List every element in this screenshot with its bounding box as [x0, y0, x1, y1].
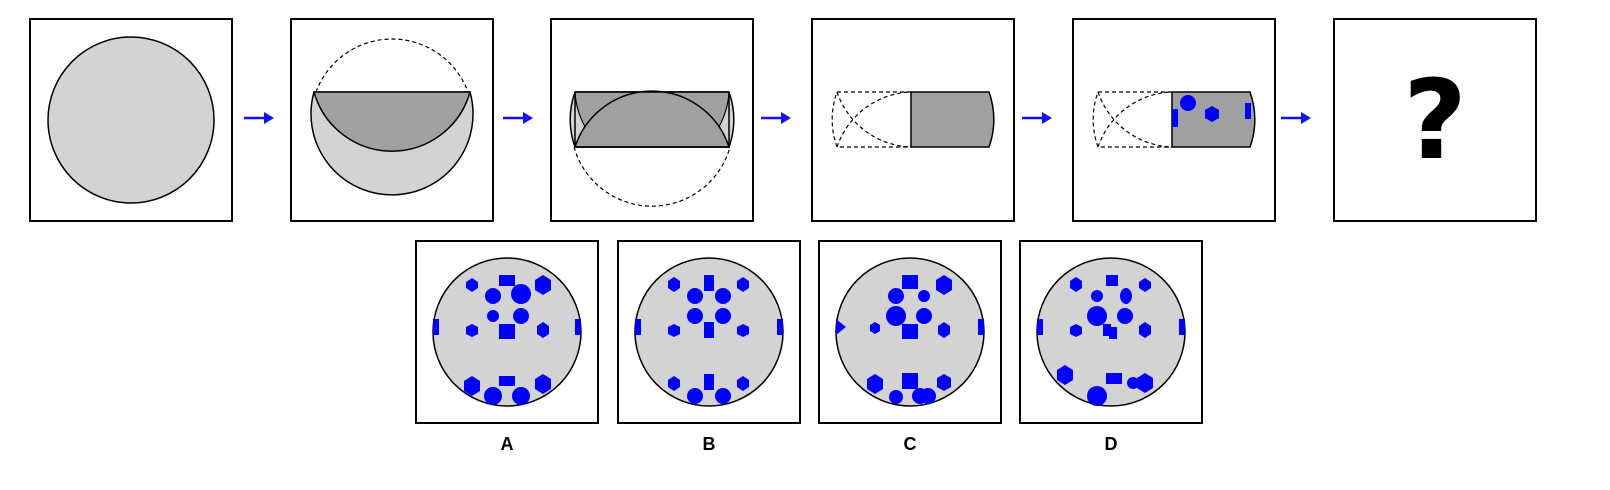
step-3-figure: [569, 90, 735, 207]
option-a-label: A: [500, 434, 514, 454]
option-d-panel[interactable]: [1019, 240, 1203, 424]
option-d-figure: [1036, 257, 1186, 407]
option-c-label: C: [903, 434, 917, 454]
right-arrow-icon: [244, 112, 274, 124]
rect-hole: [1245, 103, 1251, 119]
rect-hole: [1172, 109, 1178, 127]
right-arrow-icon: [503, 112, 533, 124]
option-c-figure: [835, 257, 985, 407]
fold-line: [573, 146, 731, 207]
step-5-panel: [1072, 18, 1276, 222]
punched-holes: [1172, 95, 1251, 127]
fold-line: [1092, 91, 1173, 148]
right-arrow-icon: [1281, 112, 1311, 124]
question-panel: ?: [1333, 18, 1537, 222]
paper-folded-flap: [313, 91, 471, 152]
step-2-figure: [310, 38, 474, 196]
option-a-panel[interactable]: [415, 240, 599, 424]
option-b-label: B: [702, 434, 716, 454]
option-c-panel[interactable]: [818, 240, 1002, 424]
step-3-panel: [550, 18, 754, 222]
right-arrow-icon: [761, 112, 791, 124]
option-d-label: D: [1104, 434, 1118, 454]
hexagon-hole: [1205, 106, 1219, 122]
step-1-panel: [29, 18, 233, 222]
step-2-panel: [290, 18, 494, 222]
paper-folded: [910, 91, 995, 148]
step-1-figure: [47, 36, 215, 204]
circle-hole: [1180, 95, 1196, 111]
step-5-figure: [1092, 91, 1256, 148]
option-a-figure: [432, 257, 582, 407]
step-4-figure: [831, 91, 995, 148]
right-arrow-icon: [1022, 112, 1052, 124]
option-b-panel[interactable]: [617, 240, 801, 424]
option-b-figure: [634, 257, 784, 407]
step-4-panel: [811, 18, 1015, 222]
question-mark: ?: [1403, 56, 1467, 184]
fold-line: [315, 38, 469, 93]
fold-line: [831, 91, 912, 148]
paper-circle: [47, 36, 215, 204]
